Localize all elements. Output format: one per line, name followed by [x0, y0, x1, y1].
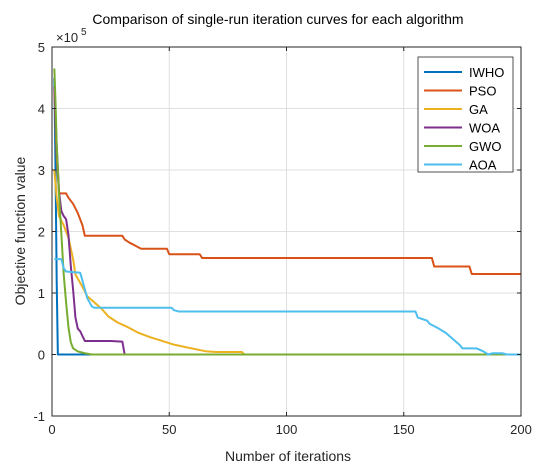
legend-label-pso: PSO: [469, 84, 496, 99]
y-tick-label: 2: [38, 225, 45, 240]
y-tick-label: -1: [33, 409, 45, 424]
legend-label-woa: WOA: [469, 121, 500, 136]
y-exponent-power: 5: [81, 27, 87, 38]
y-tick-label: 4: [38, 102, 45, 117]
legend: IWHO PSO GA WOA GWO AOA: [417, 56, 514, 173]
legend-box: [417, 56, 514, 173]
x-tick-label: 0: [48, 422, 55, 437]
series-line-gwo: [53, 68, 521, 356]
x-tick-label: 150: [393, 422, 415, 437]
legend-label-aoa: AOA: [469, 158, 497, 173]
x-tick-label: 50: [162, 422, 176, 437]
y-tick-label: 5: [38, 40, 45, 55]
y-exponent-base: ×10: [56, 30, 78, 45]
x-tick-label: 100: [276, 422, 298, 437]
y-exponent: ×10 5: [56, 27, 87, 45]
series-lines: [53, 68, 521, 356]
legend-label-iwho: IWHO: [469, 65, 504, 80]
legend-label-gwo: GWO: [469, 139, 502, 154]
x-axis-label: Number of iterations: [225, 448, 351, 464]
chart-title: Comparison of single-run iteration curve…: [92, 11, 463, 27]
y-tick-label: 1: [38, 286, 45, 301]
legend-label-ga: GA: [469, 102, 488, 117]
x-tick-label: 200: [510, 422, 532, 437]
series-line-pso: [53, 90, 521, 275]
series-line-aoa: [54, 258, 521, 356]
y-tick-label: 0: [38, 348, 45, 363]
y-tick-label: 3: [38, 163, 45, 178]
y-axis-label: Objective function value: [12, 156, 28, 305]
